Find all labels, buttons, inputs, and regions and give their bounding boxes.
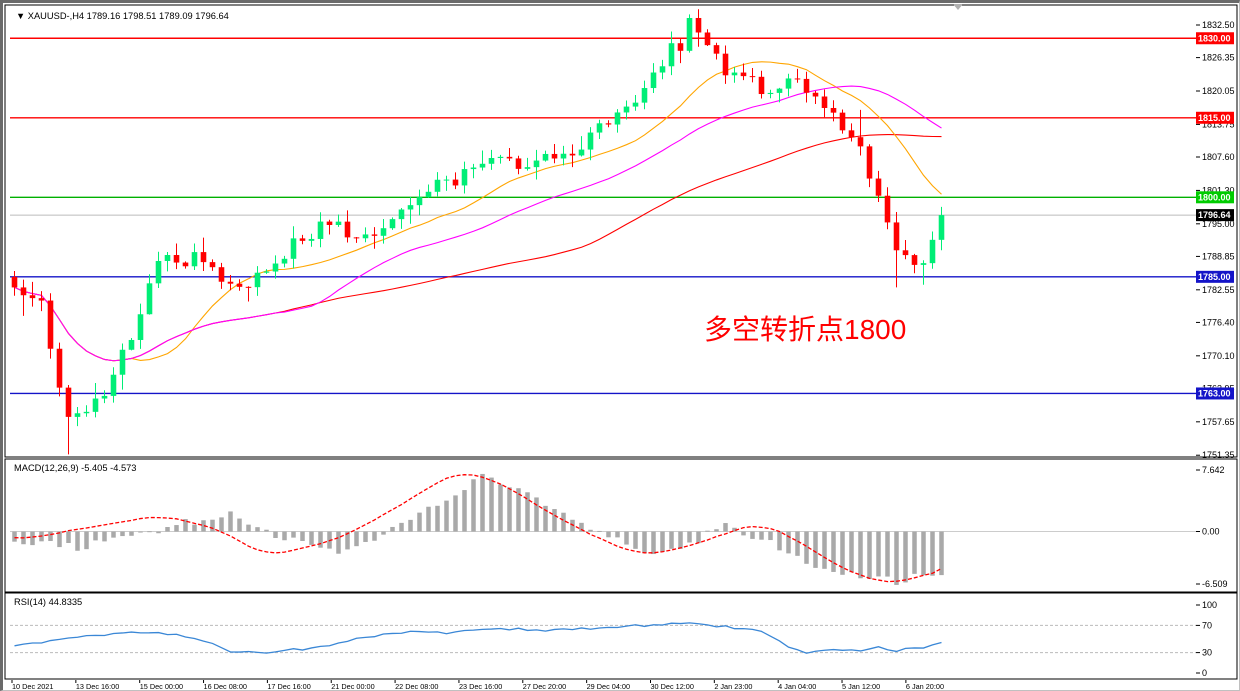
svg-text:1820.05: 1820.05 [1202, 86, 1235, 96]
svg-text:21 Dec 00:00: 21 Dec 00:00 [331, 682, 374, 689]
svg-text:16 Dec 08:00: 16 Dec 08:00 [204, 682, 247, 689]
svg-text:1832.50: 1832.50 [1202, 20, 1235, 30]
svg-text:23 Dec 16:00: 23 Dec 16:00 [459, 682, 502, 689]
svg-text:1830.00: 1830.00 [1198, 33, 1231, 43]
svg-text:1770.10: 1770.10 [1202, 351, 1235, 361]
svg-text:100: 100 [1202, 600, 1217, 610]
svg-text:-6.509: -6.509 [1202, 579, 1228, 589]
svg-text:2 Jan 23:00: 2 Jan 23:00 [714, 682, 752, 689]
svg-text:6 Jan 20:00: 6 Jan 20:00 [906, 682, 944, 689]
svg-text:1763.00: 1763.00 [1198, 388, 1231, 398]
svg-text:1815.00: 1815.00 [1198, 113, 1231, 123]
svg-text:RSI(14) 44.8335: RSI(14) 44.8335 [14, 597, 82, 607]
svg-text:1826.35: 1826.35 [1202, 53, 1235, 63]
svg-text:15 Dec 00:00: 15 Dec 00:00 [140, 682, 183, 689]
svg-text:5 Jan 12:00: 5 Jan 12:00 [842, 682, 880, 689]
svg-text:1785.00: 1785.00 [1198, 272, 1231, 282]
svg-text:MACD(12,26,9) -5.405 -4.573: MACD(12,26,9) -5.405 -4.573 [14, 463, 136, 473]
svg-text:1800.00: 1800.00 [1198, 192, 1231, 202]
svg-text:7.642: 7.642 [1202, 465, 1225, 475]
svg-text:4 Jan 04:00: 4 Jan 04:00 [778, 682, 816, 689]
svg-text:17 Dec 16:00: 17 Dec 16:00 [267, 682, 310, 689]
svg-text:29 Dec 04:00: 29 Dec 04:00 [587, 682, 630, 689]
svg-text:1782.55: 1782.55 [1202, 285, 1235, 295]
svg-text:22 Dec 08:00: 22 Dec 08:00 [395, 682, 438, 689]
svg-text:1796.64: 1796.64 [1198, 210, 1231, 220]
svg-text:70: 70 [1202, 620, 1212, 630]
svg-text:13 Dec 16:00: 13 Dec 16:00 [76, 682, 119, 689]
svg-text:多空转折点1800: 多空转折点1800 [704, 314, 906, 345]
svg-text:0.00: 0.00 [1202, 527, 1220, 537]
svg-text:10 Dec 2021: 10 Dec 2021 [12, 682, 53, 689]
svg-text:1757.65: 1757.65 [1202, 417, 1235, 427]
svg-text:▼ XAUUSD-,H4 1789.16 1798.51: ▼ XAUUSD-,H4 1789.16 1798.51 1789.09 179… [16, 11, 229, 21]
svg-text:1788.85: 1788.85 [1202, 251, 1235, 261]
svg-text:30 Dec 12:00: 30 Dec 12:00 [650, 682, 693, 689]
svg-text:30: 30 [1202, 648, 1212, 658]
svg-text:1776.40: 1776.40 [1202, 317, 1235, 327]
svg-text:27 Dec 20:00: 27 Dec 20:00 [523, 682, 566, 689]
svg-text:0: 0 [1202, 668, 1207, 678]
svg-text:1807.60: 1807.60 [1202, 152, 1235, 162]
